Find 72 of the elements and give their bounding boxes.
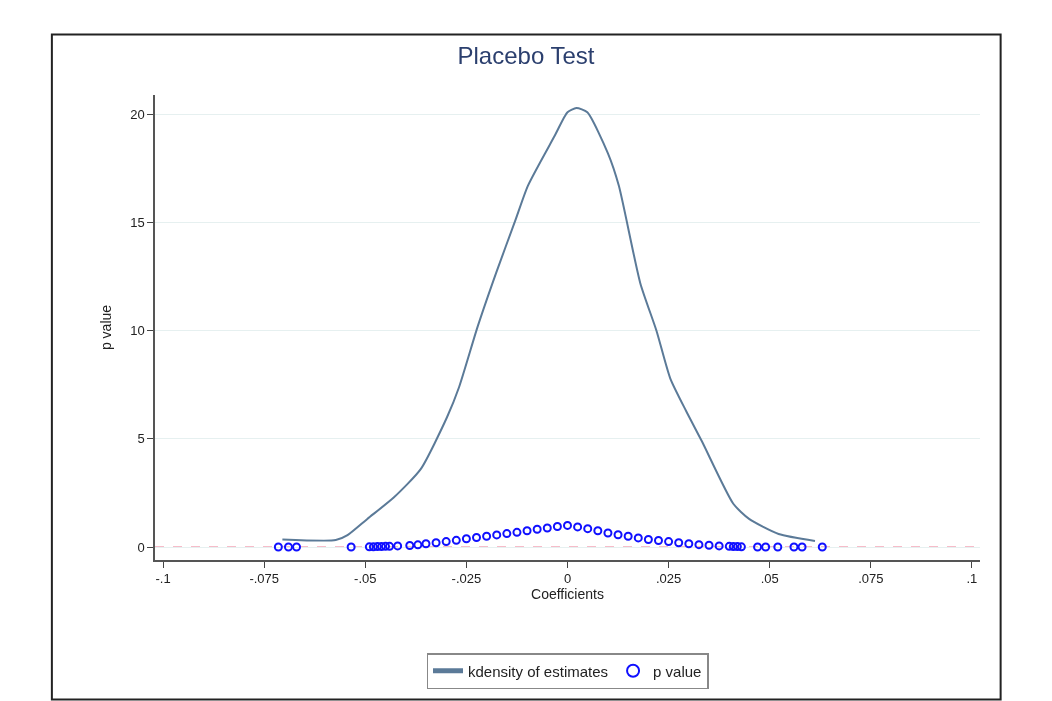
x-tick-label: -.1 [155, 571, 171, 587]
point [372, 542, 382, 552]
point [583, 524, 593, 534]
point [532, 524, 542, 534]
point [492, 530, 502, 540]
legend-label: kdensity of estimates [468, 662, 609, 680]
x-tick-label: .05 [760, 571, 779, 587]
point [761, 542, 771, 552]
y-axis-title: p value [98, 304, 115, 351]
point [684, 539, 694, 549]
x-tick-label: .075 [858, 571, 884, 587]
point [603, 528, 613, 538]
point [573, 522, 583, 532]
point [593, 526, 603, 536]
point [728, 542, 738, 552]
y-tick-label: 0 [137, 539, 145, 555]
x-tick-label: -.025 [451, 571, 482, 587]
point [732, 542, 742, 552]
point [714, 541, 724, 551]
point [633, 533, 643, 543]
x-tick-label: -.075 [249, 571, 280, 587]
point [613, 530, 623, 540]
point [393, 541, 403, 551]
point [405, 541, 415, 551]
y-tick-label: 10 [130, 323, 145, 339]
point [376, 542, 386, 552]
point [623, 531, 633, 541]
point [283, 542, 293, 552]
x-axis-title: Coefficients [531, 586, 604, 603]
point [563, 520, 572, 530]
point [461, 534, 471, 544]
point [542, 523, 552, 533]
point [273, 542, 283, 552]
y-tick-label: 5 [137, 431, 145, 447]
point [364, 542, 374, 552]
point [694, 540, 704, 550]
x-tick-label: .1 [966, 571, 978, 587]
y-tick-label: 20 [130, 107, 145, 123]
point [817, 542, 827, 552]
point [522, 526, 532, 536]
x-tick-label: .025 [655, 571, 682, 587]
point [512, 527, 522, 537]
point [653, 536, 663, 546]
point [664, 537, 674, 547]
point [431, 538, 441, 548]
point [441, 537, 451, 547]
point [789, 542, 799, 552]
point [346, 542, 356, 552]
point [385, 541, 395, 551]
point [502, 529, 512, 539]
point [413, 540, 423, 550]
point [773, 542, 783, 552]
point [421, 539, 431, 549]
point [552, 521, 562, 531]
point [482, 531, 492, 541]
point [472, 533, 482, 543]
point [643, 534, 653, 544]
legend-label: p value [653, 662, 702, 680]
point [451, 535, 461, 545]
point [292, 542, 302, 552]
x-tick-label: -.05 [354, 571, 377, 587]
chart-title: Placebo Test [457, 42, 595, 70]
point [753, 542, 763, 552]
y-tick-label: 15 [130, 215, 145, 231]
x-tick-label: 0 [563, 571, 572, 587]
point [368, 542, 378, 552]
point [381, 541, 391, 551]
point [797, 542, 807, 552]
point [736, 542, 746, 552]
point [724, 541, 734, 551]
point [704, 540, 714, 550]
point [674, 538, 684, 548]
